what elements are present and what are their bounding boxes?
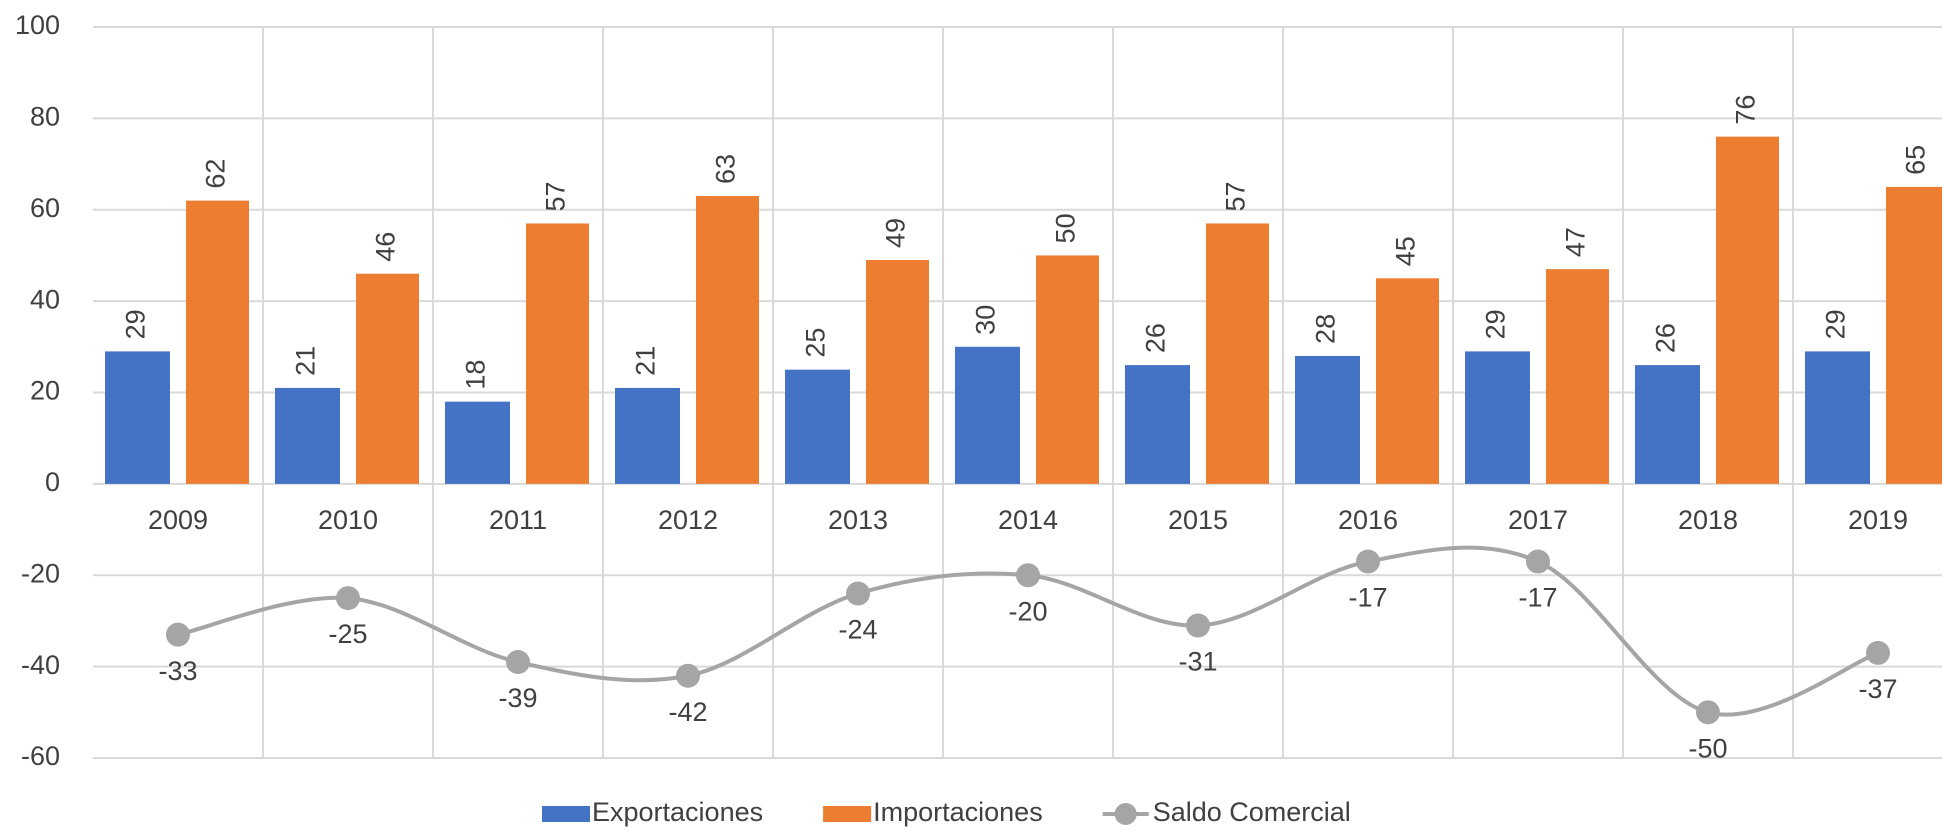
line-marker (506, 650, 530, 675)
data-label: 50 (1051, 213, 1081, 243)
y-tick-label: 0 (45, 467, 60, 497)
y-tick-label: -20 (21, 558, 60, 588)
bar (785, 369, 850, 484)
data-label: 29 (121, 309, 151, 339)
data-label: -17 (1518, 583, 1557, 613)
line-marker (676, 663, 700, 688)
x-tick-label: 2011 (489, 505, 547, 535)
data-label: 62 (201, 159, 231, 189)
data-label: 18 (461, 360, 491, 390)
data-label: 26 (1651, 323, 1681, 353)
data-label: -39 (498, 683, 537, 713)
legend-swatch (1114, 803, 1137, 825)
bar (1036, 255, 1099, 484)
bar (1635, 365, 1700, 484)
bar (526, 223, 589, 484)
data-label: -25 (328, 619, 367, 649)
legend-label: Exportaciones (592, 797, 763, 827)
bar (445, 401, 510, 484)
y-tick-label: 100 (15, 10, 60, 40)
line-marker (1526, 549, 1550, 574)
data-label: 28 (1311, 314, 1341, 344)
bar (275, 387, 340, 484)
line-marker (336, 586, 360, 611)
data-label: 29 (1821, 309, 1851, 339)
legend-label: Saldo Comercial (1153, 797, 1351, 827)
line-marker (1866, 640, 1890, 665)
data-label: 63 (711, 154, 741, 184)
y-tick-label: 40 (30, 284, 60, 314)
legend-label: Importaciones (873, 797, 1043, 827)
bar (1125, 365, 1190, 484)
x-tick-label: 2015 (1168, 505, 1228, 535)
legend-swatch (823, 806, 872, 822)
y-tick-label: 80 (30, 102, 60, 132)
bar (866, 260, 929, 484)
x-tick-label: 2013 (828, 505, 888, 535)
bar (1805, 351, 1870, 484)
bar (356, 273, 419, 484)
data-label: -24 (838, 615, 877, 645)
data-label: -17 (1348, 583, 1387, 613)
bar (1295, 355, 1360, 484)
line-marker (1696, 700, 1720, 725)
x-tick-label: 2016 (1338, 505, 1398, 535)
bar (1465, 351, 1530, 484)
data-label: 49 (881, 218, 911, 248)
x-tick-label: 2018 (1678, 505, 1738, 535)
x-tick-label: 2017 (1508, 505, 1568, 535)
y-tick-label: -40 (21, 650, 60, 680)
bar (1376, 278, 1439, 484)
data-label: -31 (1178, 647, 1217, 677)
x-tick-label: 2012 (658, 505, 718, 535)
line-marker (1186, 613, 1210, 638)
data-label: 57 (1221, 181, 1251, 211)
data-label: -50 (1688, 733, 1727, 763)
data-label: 25 (801, 328, 831, 358)
data-label: 29 (1481, 309, 1511, 339)
bar (1886, 186, 1942, 484)
data-label: 26 (1141, 323, 1171, 353)
bar (696, 196, 759, 484)
bar (1206, 223, 1269, 484)
data-label: -33 (158, 656, 197, 686)
data-label: 65 (1901, 145, 1931, 175)
line-marker (166, 622, 190, 647)
y-tick-label: 60 (30, 193, 60, 223)
data-label: 21 (631, 346, 661, 376)
y-tick-label: -60 (21, 741, 60, 771)
bar (1716, 136, 1779, 484)
data-label: 21 (291, 346, 321, 376)
data-label: 45 (1391, 236, 1421, 266)
bar (1546, 269, 1609, 484)
line-marker (1016, 563, 1040, 588)
line-marker (1356, 549, 1380, 574)
bar (615, 387, 680, 484)
x-tick-label: 2010 (318, 505, 378, 535)
data-label: 47 (1561, 227, 1591, 257)
data-label: -37 (1858, 674, 1897, 704)
data-label: 57 (541, 181, 571, 211)
data-label: 76 (1731, 95, 1761, 125)
x-tick-label: 2019 (1848, 505, 1908, 535)
bar (955, 346, 1020, 484)
x-tick-label: 2009 (148, 505, 208, 535)
bar (186, 200, 249, 484)
legend-swatch (542, 806, 590, 822)
data-label: 46 (371, 232, 401, 262)
line-marker (846, 581, 870, 606)
x-tick-label: 2014 (998, 505, 1058, 535)
bar (105, 351, 170, 484)
data-label: -42 (668, 697, 707, 727)
data-label: -20 (1008, 596, 1047, 626)
data-label: 30 (971, 305, 1001, 335)
y-tick-label: 20 (30, 376, 60, 406)
